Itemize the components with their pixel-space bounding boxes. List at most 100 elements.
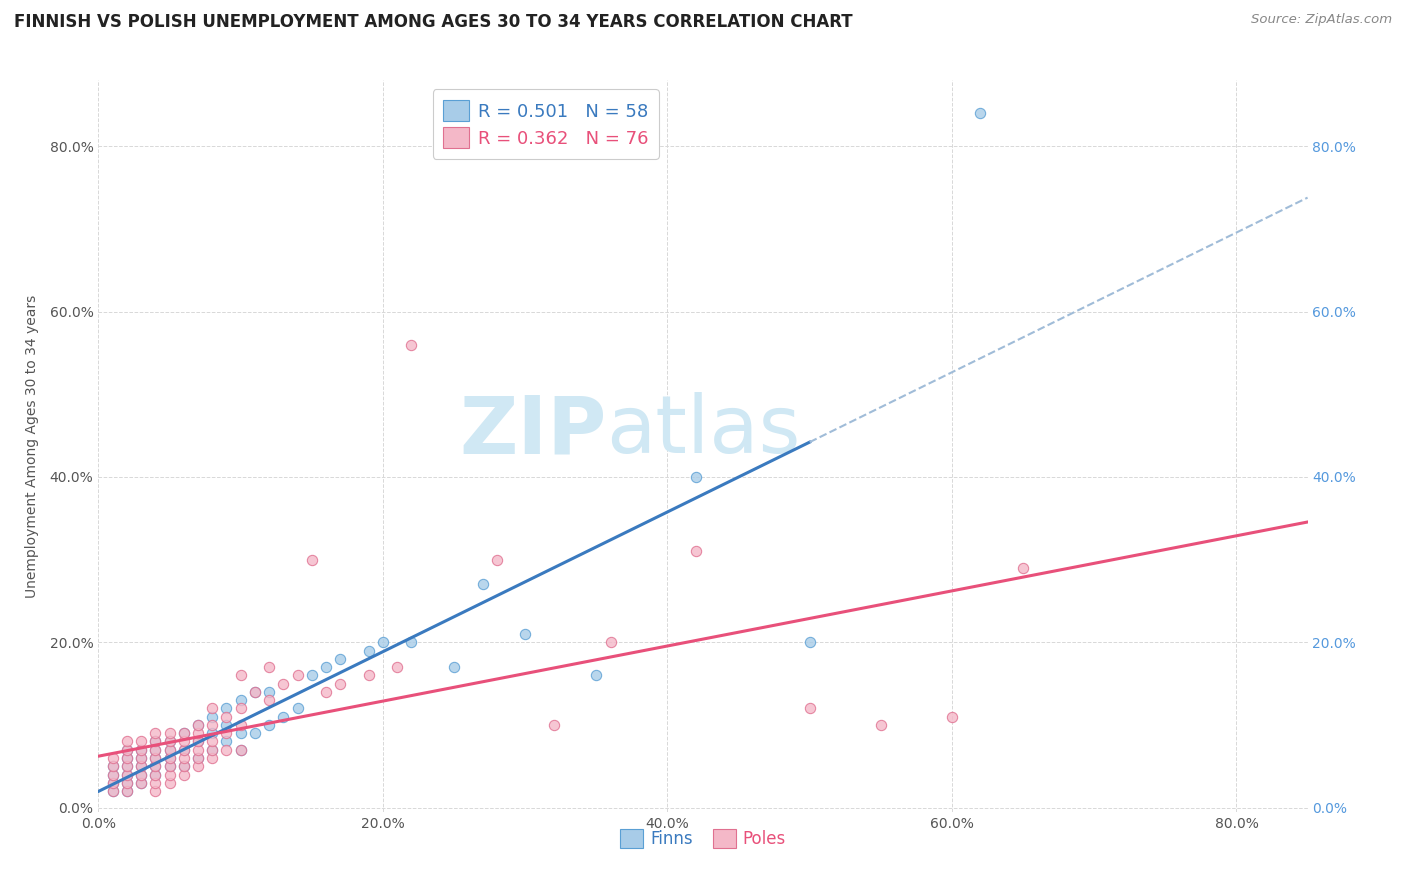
Point — [187, 734, 209, 748]
Point — [685, 470, 707, 484]
Point — [187, 734, 209, 748]
Point — [115, 776, 138, 790]
Point — [143, 776, 166, 790]
Point — [101, 767, 124, 781]
Point — [129, 759, 152, 773]
Point — [115, 767, 138, 781]
Point — [173, 759, 195, 773]
Point — [201, 726, 224, 740]
Point — [173, 767, 195, 781]
Point — [101, 776, 124, 790]
Point — [187, 718, 209, 732]
Point — [243, 726, 266, 740]
Point — [257, 718, 280, 732]
Point — [1012, 561, 1035, 575]
Point — [143, 743, 166, 757]
Point — [115, 734, 138, 748]
Point — [159, 734, 181, 748]
Point — [215, 718, 238, 732]
Point — [187, 726, 209, 740]
Point — [201, 734, 224, 748]
Point — [115, 751, 138, 765]
Point — [215, 726, 238, 740]
Point — [143, 759, 166, 773]
Point — [187, 759, 209, 773]
Point — [229, 726, 252, 740]
Point — [115, 743, 138, 757]
Point — [869, 718, 891, 732]
Point — [159, 743, 181, 757]
Point — [357, 643, 380, 657]
Point — [329, 676, 352, 690]
Point — [129, 751, 152, 765]
Point — [129, 743, 152, 757]
Text: FINNISH VS POLISH UNEMPLOYMENT AMONG AGES 30 TO 34 YEARS CORRELATION CHART: FINNISH VS POLISH UNEMPLOYMENT AMONG AGE… — [14, 13, 852, 31]
Point — [315, 685, 337, 699]
Point — [215, 743, 238, 757]
Point — [173, 726, 195, 740]
Point — [799, 635, 821, 649]
Point — [115, 784, 138, 798]
Point — [585, 668, 607, 682]
Point — [243, 685, 266, 699]
Point — [115, 759, 138, 773]
Point — [357, 668, 380, 682]
Point — [257, 693, 280, 707]
Point — [229, 718, 252, 732]
Text: ZIP: ZIP — [458, 392, 606, 470]
Point — [201, 743, 224, 757]
Point — [173, 743, 195, 757]
Legend: Finns, Poles: Finns, Poles — [613, 822, 793, 855]
Point — [969, 106, 991, 120]
Point — [115, 767, 138, 781]
Point — [115, 759, 138, 773]
Point — [201, 709, 224, 723]
Point — [371, 635, 394, 649]
Point — [173, 726, 195, 740]
Point — [201, 701, 224, 715]
Point — [201, 718, 224, 732]
Point — [143, 743, 166, 757]
Point — [159, 751, 181, 765]
Point — [201, 743, 224, 757]
Y-axis label: Unemployment Among Ages 30 to 34 years: Unemployment Among Ages 30 to 34 years — [24, 294, 38, 598]
Point — [215, 734, 238, 748]
Point — [187, 718, 209, 732]
Point — [287, 701, 309, 715]
Point — [187, 751, 209, 765]
Point — [143, 734, 166, 748]
Point — [115, 776, 138, 790]
Point — [173, 759, 195, 773]
Point — [485, 552, 508, 566]
Point — [101, 767, 124, 781]
Point — [143, 726, 166, 740]
Point — [101, 784, 124, 798]
Point — [115, 784, 138, 798]
Point — [515, 627, 537, 641]
Point — [257, 685, 280, 699]
Point — [129, 759, 152, 773]
Point — [129, 734, 152, 748]
Point — [101, 759, 124, 773]
Point — [159, 776, 181, 790]
Point — [301, 552, 323, 566]
Point — [443, 660, 465, 674]
Point — [187, 743, 209, 757]
Point — [287, 668, 309, 682]
Point — [143, 751, 166, 765]
Point — [115, 751, 138, 765]
Point — [229, 693, 252, 707]
Point — [273, 676, 295, 690]
Point — [599, 635, 621, 649]
Point — [941, 709, 963, 723]
Point — [101, 759, 124, 773]
Point — [143, 784, 166, 798]
Point — [159, 759, 181, 773]
Point — [143, 751, 166, 765]
Point — [143, 734, 166, 748]
Text: atlas: atlas — [606, 392, 800, 470]
Point — [115, 743, 138, 757]
Point — [243, 685, 266, 699]
Point — [101, 776, 124, 790]
Point — [159, 751, 181, 765]
